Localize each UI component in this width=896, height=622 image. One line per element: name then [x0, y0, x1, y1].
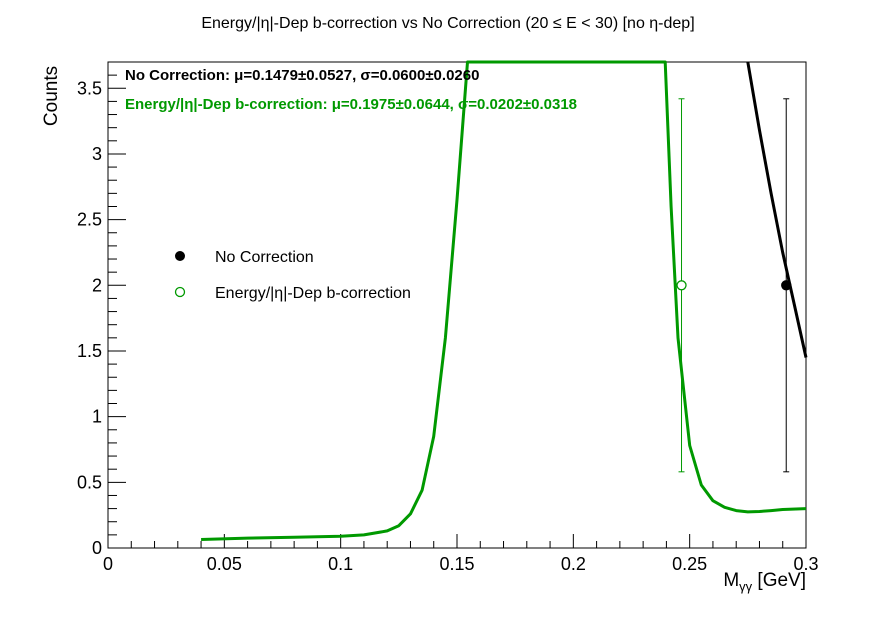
y-axis: 0 0.5 1 1.5 2 2.5 3 3.5: [77, 61, 126, 558]
x-tick-label: 0: [103, 554, 113, 574]
data-point-series-0: [781, 280, 792, 291]
y-tick-label: 3: [92, 144, 102, 164]
x-tick-label: 0.3: [793, 554, 818, 574]
x-axis-title-unit: [GeV]: [752, 570, 806, 591]
legend-marker-no-correction: [175, 251, 185, 261]
plot-frame: [107, 61, 807, 549]
x-axis: 0 0.05 0.1 0.15 0.2 0.25 0.3: [103, 534, 819, 574]
chart-title: Energy/|η|-Dep b-correction vs No Correc…: [201, 15, 694, 32]
fit-curve-series-0: [746, 61, 808, 358]
x-tick-label: 0.25: [672, 554, 707, 574]
x-axis-title: Mγγ [GeV]: [723, 570, 806, 594]
y-tick-label: 3.5: [77, 78, 102, 98]
y-tick-label: 0: [92, 538, 102, 558]
y-tick-label: 0.5: [77, 472, 102, 492]
x-axis-title-subscript: γγ: [739, 579, 753, 594]
data-point-series-1: [676, 280, 687, 291]
data-points: [676, 98, 792, 473]
y-axis-title: Counts: [41, 66, 62, 126]
fit-curve-series-1: [201, 60, 807, 541]
x-tick-label: 0.1: [328, 554, 353, 574]
legend-marker-b-correction: [174, 286, 186, 298]
x-axis-title-main: M: [723, 570, 739, 591]
legend: No Correction Energy/|η|-Dep b-correctio…: [174, 249, 411, 302]
x-tick-label: 0.05: [207, 554, 242, 574]
y-tick-label: 2: [92, 275, 102, 295]
stats-line-no-correction: No Correction: μ=0.1479±0.0527, σ=0.0600…: [125, 67, 479, 84]
fit-curves: [201, 60, 808, 541]
legend-label-b-correction: Energy/|η|-Dep b-correction: [215, 285, 411, 302]
stats-line-b-correction: Energy/|η|-Dep b-correction: μ=0.1975±0.…: [125, 96, 577, 113]
y-tick-label: 1.5: [77, 341, 102, 361]
x-tick-label: 0.15: [439, 554, 474, 574]
y-tick-label: 2.5: [77, 210, 102, 230]
y-tick-label: 1: [92, 407, 102, 427]
legend-label-no-correction: No Correction: [215, 249, 314, 266]
x-tick-label: 0.2: [561, 554, 586, 574]
